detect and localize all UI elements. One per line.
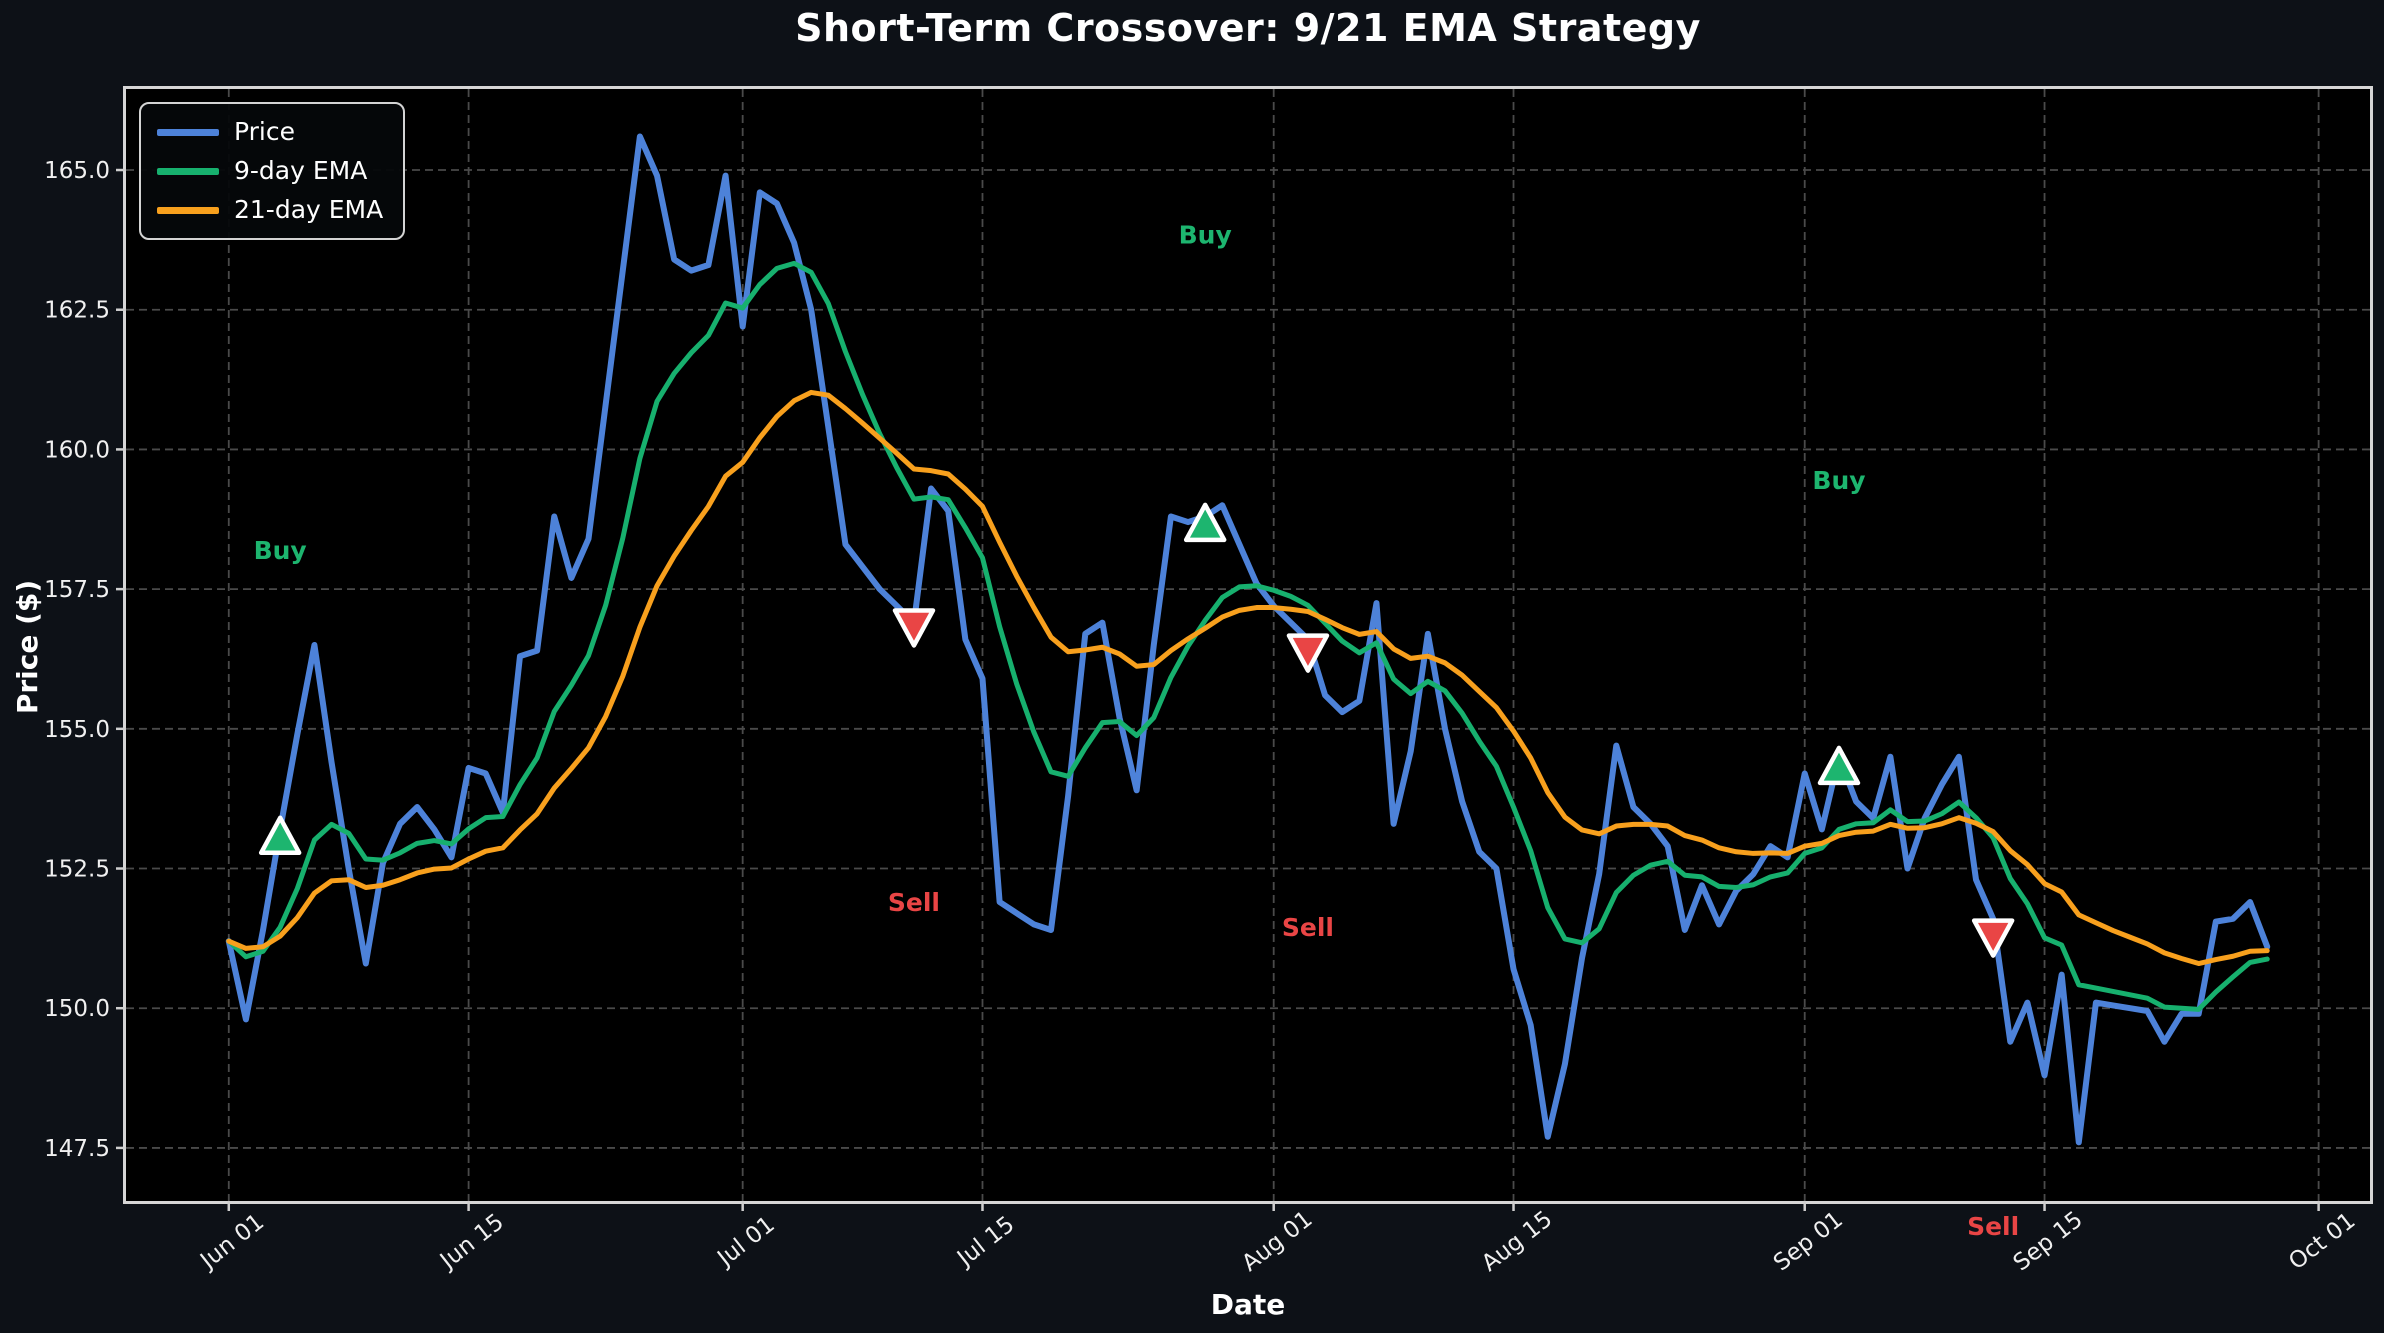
signal-markers bbox=[258, 502, 2015, 958]
legend-label-ema9: 9-day EMA bbox=[234, 156, 368, 185]
sell-annotation: Sell bbox=[1967, 1212, 2019, 1241]
series-lines bbox=[225, 133, 2271, 1146]
buy-annotation: Buy bbox=[1812, 466, 1865, 495]
ema9-line-swatch bbox=[157, 167, 219, 175]
y-tick-label: 165.0 bbox=[44, 158, 110, 184]
ema21-line bbox=[226, 389, 2270, 967]
sell-marker bbox=[892, 608, 936, 648]
y-tick-label: 150.0 bbox=[44, 996, 110, 1022]
plot-area bbox=[126, 89, 2370, 1201]
buy-marker bbox=[258, 815, 302, 856]
buy-annotation: Buy bbox=[254, 536, 307, 565]
gridlines bbox=[126, 89, 2370, 1201]
legend-item-price: Price bbox=[157, 117, 383, 147]
signal-annotations: Buy Buy Buy Sell Sell Sell bbox=[254, 220, 2020, 1241]
y-tick-label: 162.5 bbox=[44, 298, 110, 324]
legend-item-ema21: 21-day EMA bbox=[157, 195, 383, 225]
price-line bbox=[225, 133, 2271, 1146]
axes-spines bbox=[123, 86, 2373, 1204]
price-line-swatch bbox=[157, 128, 219, 136]
sell-marker bbox=[1286, 633, 1330, 673]
legend-label-price: Price bbox=[234, 117, 295, 146]
y-tick-label: 152.5 bbox=[44, 857, 110, 883]
sell-annotation: Sell bbox=[888, 888, 940, 917]
ema21-line-swatch bbox=[157, 206, 219, 214]
legend-label-ema21: 21-day EMA bbox=[234, 195, 384, 224]
legend-item-ema9: 9-day EMA bbox=[157, 156, 383, 186]
buy-marker bbox=[1183, 502, 1227, 543]
sell-marker bbox=[1971, 918, 2015, 958]
y-axis-label: Price ($) bbox=[11, 579, 44, 715]
sell-annotation: Sell bbox=[1282, 913, 1334, 942]
y-tick-label: 147.5 bbox=[44, 1136, 110, 1162]
y-tick-label: 160.0 bbox=[44, 437, 110, 463]
legend: Price 9-day EMA 21-day EMA bbox=[139, 102, 406, 240]
buy-annotation: Buy bbox=[1179, 220, 1232, 249]
x-axis-label: Date bbox=[1210, 1288, 1286, 1321]
buy-marker bbox=[1817, 745, 1861, 786]
y-tick-label: 155.0 bbox=[44, 717, 110, 743]
y-tick-label: 157.5 bbox=[44, 577, 110, 603]
chart-title: Short-Term Crossover: 9/21 EMA Strategy bbox=[795, 6, 1701, 50]
ema9-line bbox=[226, 260, 2270, 1012]
